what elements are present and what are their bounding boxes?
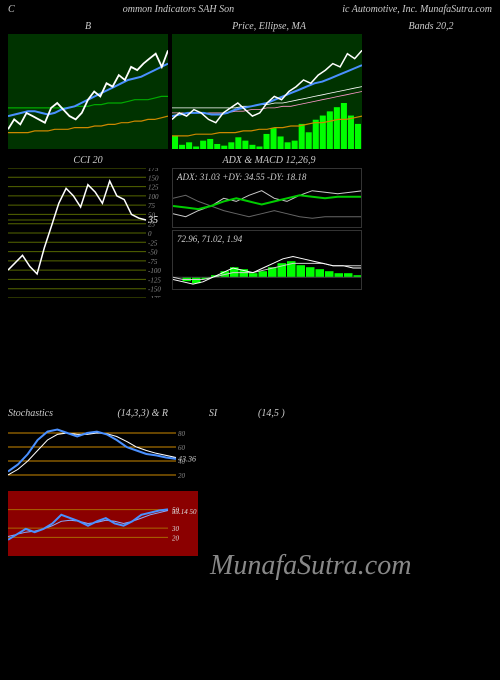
chart-cci: 175150125100755035250-25-50-75-100-125-1… bbox=[8, 168, 168, 298]
chart-b bbox=[8, 34, 168, 149]
svg-text:100: 100 bbox=[148, 193, 159, 201]
stoch-title-left: Stochastics bbox=[8, 408, 68, 419]
panel-adx-title: ADX & MACD 12,26,9 bbox=[174, 153, 364, 168]
panel-b-title: B bbox=[8, 19, 168, 34]
svg-text:-25: -25 bbox=[148, 239, 158, 247]
svg-text:80: 80 bbox=[178, 430, 186, 438]
svg-text:53.14 50: 53.14 50 bbox=[172, 508, 197, 516]
stoch-title-mid: (14,3,3) & R bbox=[68, 408, 168, 419]
svg-text:-175: -175 bbox=[148, 295, 161, 298]
page-header: C ommon Indicators SAH Son ic Automotive… bbox=[0, 0, 500, 19]
svg-text:-100: -100 bbox=[148, 267, 161, 275]
svg-text:125: 125 bbox=[148, 184, 159, 192]
stoch-title-si: SI bbox=[168, 408, 258, 419]
svg-text:30: 30 bbox=[171, 525, 180, 533]
svg-text:20: 20 bbox=[178, 472, 186, 480]
svg-text:-75: -75 bbox=[148, 258, 158, 266]
stoch-title-right: (14,5 ) bbox=[258, 408, 285, 419]
header-mid2: ic Automotive, Inc. MunafaSutra.com bbox=[342, 4, 492, 15]
panel-price-title: Price, Ellipse, MA bbox=[230, 19, 308, 34]
watermark-text: MunafaSutra.com bbox=[210, 550, 411, 582]
chart-price bbox=[172, 34, 362, 149]
svg-text:175: 175 bbox=[148, 168, 159, 173]
svg-text:150: 150 bbox=[148, 174, 159, 182]
panel-bands-title: Bands 20,2 bbox=[370, 19, 492, 34]
chart-rsi: 50302053.14 50 bbox=[8, 491, 198, 556]
svg-text:-150: -150 bbox=[148, 286, 161, 294]
svg-text:-50: -50 bbox=[148, 249, 158, 257]
panel-cci-title: CCI 20 bbox=[8, 153, 168, 168]
svg-text:ADX: 31.03 +DY: 34.55 -DY: 18.: ADX: 31.03 +DY: 34.55 -DY: 18.18 bbox=[176, 172, 307, 182]
svg-text:-125: -125 bbox=[148, 276, 161, 284]
header-mid1: ommon Indicators SAH Son bbox=[123, 4, 234, 15]
svg-text:20: 20 bbox=[172, 534, 180, 542]
svg-text:43.36: 43.36 bbox=[178, 455, 196, 464]
svg-text:75: 75 bbox=[148, 202, 156, 210]
header-left: C bbox=[8, 4, 15, 15]
chart-adx: ADX: 31.03 +DY: 34.55 -DY: 18.18 bbox=[172, 168, 362, 228]
svg-text:72.96, 71.02, 1.94: 72.96, 71.02, 1.94 bbox=[177, 234, 243, 244]
chart-macd: 72.96, 71.02, 1.94 bbox=[172, 230, 362, 290]
svg-text:0: 0 bbox=[148, 230, 152, 238]
svg-text:25: 25 bbox=[148, 221, 156, 229]
svg-text:60: 60 bbox=[178, 444, 186, 452]
chart-stochastics: 8060402043.36 bbox=[8, 419, 198, 489]
